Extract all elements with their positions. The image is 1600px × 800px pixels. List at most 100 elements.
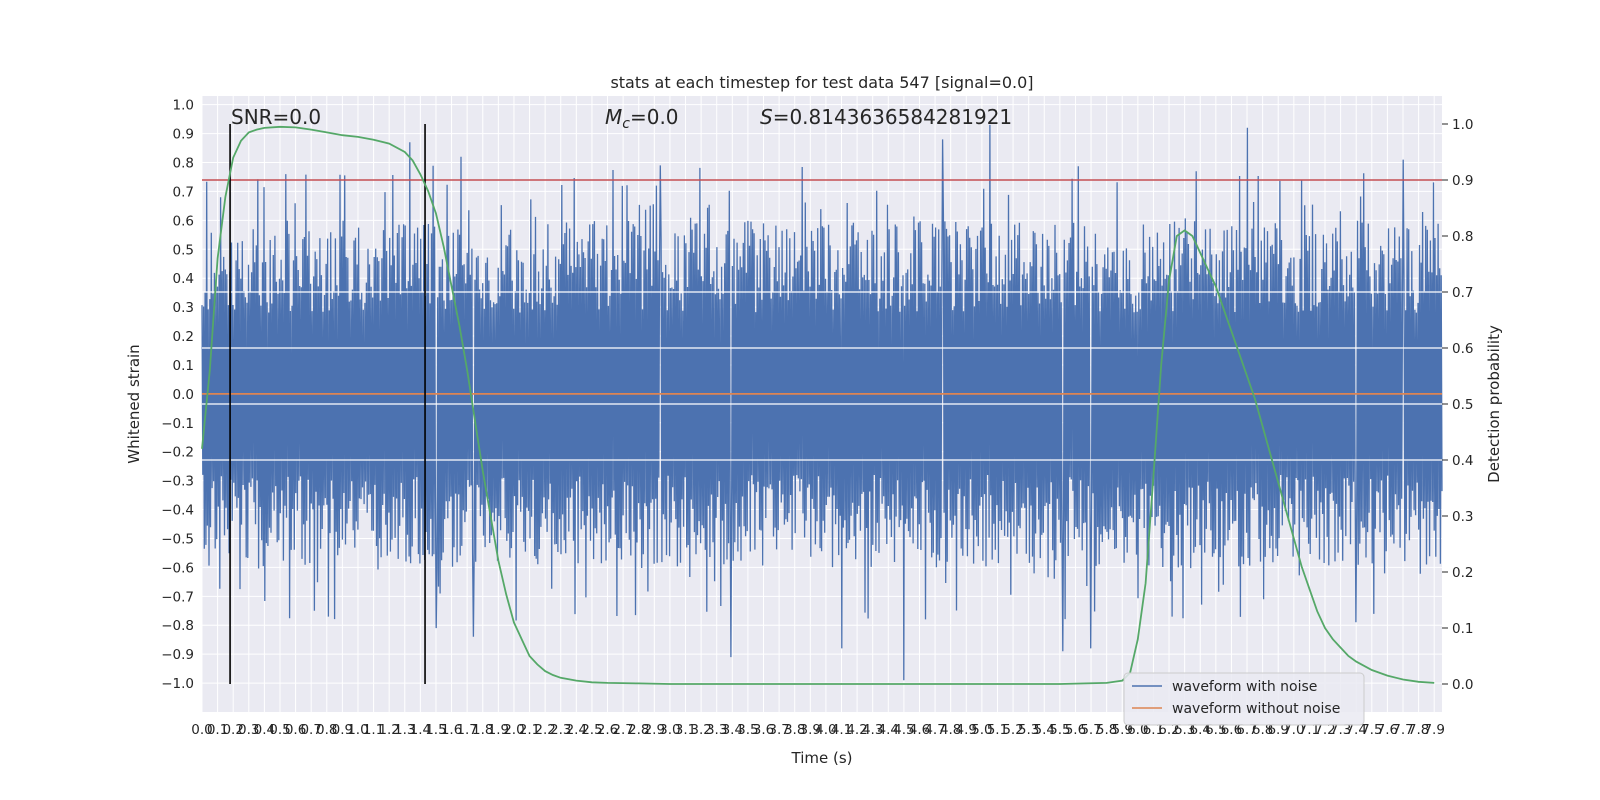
x-tick-label: 3.9 xyxy=(800,722,821,738)
x-tick-label: 1.4 xyxy=(410,722,431,738)
legend: waveform with noise waveform without noi… xyxy=(1123,672,1365,726)
x-tick-labels: 0.00.10.20.30.40.50.60.70.80.91.01.11.21… xyxy=(191,722,1445,738)
right-tick-label: 0.2 xyxy=(1452,565,1473,581)
left-tick-label: 0.6 xyxy=(173,213,194,229)
x-tick-label: 3.4 xyxy=(722,722,743,738)
x-tick-label: 3.0 xyxy=(659,722,680,738)
x-tick-label: 2.2 xyxy=(534,722,555,738)
x-tick-label: 0.8 xyxy=(316,722,337,738)
right-tick-label: 0.3 xyxy=(1452,509,1473,525)
x-tick-label: 0.1 xyxy=(207,722,228,738)
right-tick-label: 0.1 xyxy=(1452,621,1473,637)
right-tick-label: 1.0 xyxy=(1452,117,1473,133)
left-tick-label: −0.6 xyxy=(161,560,194,576)
right-tick-label: 0.5 xyxy=(1452,397,1473,413)
chirp-mass-symbol: M xyxy=(605,105,622,129)
x-tick-label: 7.5 xyxy=(1361,722,1382,738)
x-tick-label: 1.0 xyxy=(347,722,368,738)
x-tick-label: 1.6 xyxy=(441,722,462,738)
x-tick-label: 6.3 xyxy=(1174,722,1195,738)
x-tick-label: 4.7 xyxy=(924,722,945,738)
left-tick-label: 0.4 xyxy=(173,271,194,287)
x-tick-label: 0.9 xyxy=(332,722,353,738)
chirp-mass-value: =0.0 xyxy=(630,105,679,129)
x-tick-label: 5.4 xyxy=(1034,722,1055,738)
left-tick-label: −0.1 xyxy=(161,416,194,432)
x-tick-label: 6.5 xyxy=(1205,722,1226,738)
x-tick-label: 0.3 xyxy=(238,722,259,738)
x-tick-label: 5.2 xyxy=(1002,722,1023,738)
x-tick-label: 4.6 xyxy=(909,722,930,738)
right-axis-label: Detection probability xyxy=(1485,325,1503,483)
right-tick-label: 0.6 xyxy=(1452,341,1473,357)
x-tick-label: 4.9 xyxy=(956,722,977,738)
x-tick-label: 0.2 xyxy=(222,722,243,738)
right-tick-label: 0.4 xyxy=(1452,453,1473,469)
x-tick-label: 4.3 xyxy=(862,722,883,738)
x-tick-label: 3.6 xyxy=(753,722,774,738)
x-tick-label: 3.5 xyxy=(737,722,758,738)
x-tick-label: 5.7 xyxy=(1080,722,1101,738)
left-tick-labels: 1.0 0.9 0.8 0.7 0.6 0.5 0.4 0.3 0.2 0.1 0.0 −0.1 −0.… xyxy=(161,98,194,692)
x-tick-label: 1.5 xyxy=(425,722,446,738)
x-tick-label: 5.5 xyxy=(1049,722,1070,738)
x-tick-label: 2.5 xyxy=(581,722,602,738)
x-axis-label: Time (s) xyxy=(791,749,853,767)
x-tick-label: 7.3 xyxy=(1330,722,1351,738)
left-tick-label: −0.3 xyxy=(161,474,194,490)
x-tick-label: 7.2 xyxy=(1314,722,1335,738)
left-tick-label: 0.3 xyxy=(173,300,194,316)
x-tick-label: 3.7 xyxy=(768,722,789,738)
x-tick-label: 1.2 xyxy=(378,722,399,738)
x-tick-label: 2.9 xyxy=(644,722,665,738)
x-tick-label: 1.1 xyxy=(363,722,384,738)
x-tick-label: 4.8 xyxy=(940,722,961,738)
x-tick-label: 0.5 xyxy=(269,722,290,738)
x-tick-label: 5.0 xyxy=(971,722,992,738)
x-tick-label: 2.3 xyxy=(550,722,571,738)
noise-waveform-series xyxy=(201,124,1443,681)
x-tick-label: 0.0 xyxy=(191,722,212,738)
reference-lines xyxy=(202,124,1442,684)
left-tick-label: 0.9 xyxy=(173,127,194,143)
detection-probability-series xyxy=(201,125,1435,685)
left-tick-label: 0.0 xyxy=(173,387,194,403)
x-tick-label: 7.7 xyxy=(1392,722,1413,738)
right-tick-label: 0.9 xyxy=(1452,173,1473,189)
x-tick-label: 1.3 xyxy=(394,722,415,738)
left-axis-label: Whitened strain xyxy=(125,344,143,463)
x-tick-label: 2.1 xyxy=(519,722,540,738)
x-tick-label: 3.2 xyxy=(690,722,711,738)
x-tick-label: 6.2 xyxy=(1158,722,1179,738)
score-annotation: S=0.8143636584281921 xyxy=(760,105,1012,129)
x-tick-label: 6.9 xyxy=(1267,722,1288,738)
x-tick-label: 5.8 xyxy=(1096,722,1117,738)
left-tick-label: 0.2 xyxy=(173,329,194,345)
noise-waveform-line xyxy=(201,124,1443,681)
left-tick-label: 0.5 xyxy=(173,242,194,258)
x-tick-label: 3.8 xyxy=(784,722,805,738)
chirp-mass-subscript: c xyxy=(622,116,630,132)
x-tick-label: 2.4 xyxy=(566,722,587,738)
x-tick-label: 1.7 xyxy=(456,722,477,738)
right-tick-label: 0.7 xyxy=(1452,285,1473,301)
legend-label-noise: waveform with noise xyxy=(1172,679,1317,695)
left-tick-label: −0.9 xyxy=(161,647,194,663)
x-tick-label: 4.2 xyxy=(846,722,867,738)
left-tick-label: 0.8 xyxy=(173,156,194,172)
x-tick-label: 5.1 xyxy=(987,722,1008,738)
x-tick-label: 6.0 xyxy=(1127,722,1148,738)
x-tick-label: 6.4 xyxy=(1189,722,1210,738)
x-tick-label: 5.9 xyxy=(1112,722,1133,738)
x-tick-label: 7.8 xyxy=(1408,722,1429,738)
x-tick-label: 7.1 xyxy=(1299,722,1320,738)
x-tick-label: 5.3 xyxy=(1018,722,1039,738)
legend-box xyxy=(1123,672,1365,726)
chirp-mass-annotation: Mc=0.0 xyxy=(605,105,679,132)
x-tick-label: 2.0 xyxy=(503,722,524,738)
x-tick-label: 6.8 xyxy=(1252,722,1273,738)
snr-annotation: SNR=0.0 xyxy=(231,105,321,129)
chart-title: stats at each timestep for test data 547… xyxy=(610,73,1033,92)
x-tick-label: 3.1 xyxy=(675,722,696,738)
x-tick-label: 7.9 xyxy=(1423,722,1444,738)
